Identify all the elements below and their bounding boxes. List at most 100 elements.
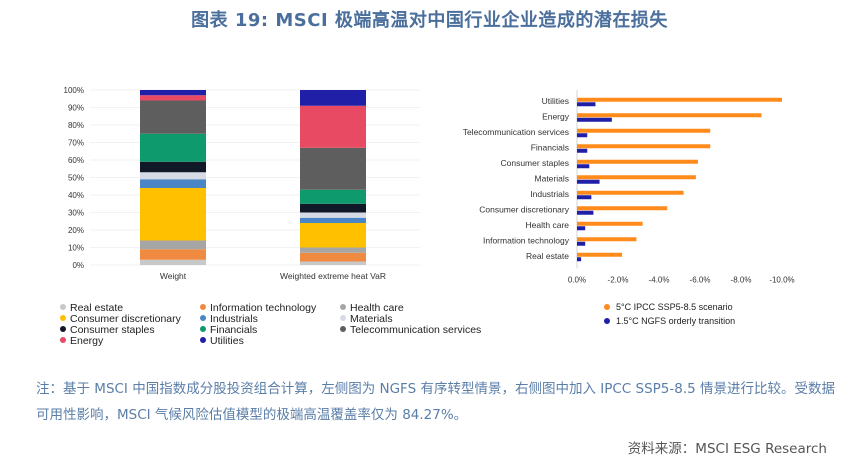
x-category-label: Weighted extreme heat VaR	[280, 271, 386, 281]
bar-segment	[300, 203, 366, 213]
legend-item: Industrials	[200, 313, 258, 325]
bar-segment	[300, 217, 366, 223]
legend-item: Health care	[340, 302, 404, 314]
bar-segment	[140, 172, 206, 180]
legend-label: 1.5°C NGFS orderly transition	[616, 316, 736, 326]
bar-segment	[140, 188, 206, 241]
stacked-bar-chart: 0% 10% 20% 30% 40% 50% 60% 70% 80% 90% 100% Weight W…	[64, 86, 420, 281]
bar-ssp585	[577, 144, 711, 149]
bar-ngfs	[577, 210, 594, 215]
y-category-label: Telecommunication services	[463, 127, 569, 137]
legend-label: Financials	[210, 324, 258, 336]
legend-label: Real estate	[70, 302, 124, 314]
bar-ngfs	[577, 179, 600, 184]
bar-segment	[140, 240, 206, 250]
legend-item: Materials	[340, 313, 393, 325]
bar-segment	[140, 259, 206, 265]
x-tick-label: -2.0%	[608, 276, 629, 285]
bar-ssp585	[577, 252, 623, 257]
legend-swatch	[60, 337, 66, 344]
legend-label: Industrials	[210, 313, 258, 325]
legend-label: Consumer discretionary	[70, 313, 181, 325]
footnote: 注：基于 MSCI 中国指数成分股投资组合计算，左侧图为 NGFS 有序转型情景…	[36, 381, 836, 423]
y-category-label: Materials	[535, 173, 569, 183]
bar-ssp585	[577, 237, 637, 242]
x-tick-label: -4.0%	[649, 276, 670, 285]
legend-swatch	[604, 303, 610, 310]
y-tick-label: 10%	[68, 244, 84, 253]
y-category-label: Consumer staples	[500, 158, 569, 168]
legend-swatch	[200, 326, 206, 333]
legend-label: Consumer staples	[70, 324, 155, 336]
bar-segment	[300, 261, 366, 265]
bar-ngfs	[577, 195, 592, 200]
bar-segment	[300, 212, 366, 218]
bar-segment	[140, 133, 206, 162]
chart-title: 图表 19: MSCI 极端高温对中国行业企业造成的潜在损失	[191, 10, 668, 31]
y-category-label: Real estate	[526, 251, 569, 261]
bar-segment	[140, 95, 206, 101]
bar-ngfs	[577, 102, 596, 107]
legend-item: Real estate	[60, 302, 123, 314]
y-tick-label: 80%	[68, 121, 84, 130]
legend-item: Telecommunication services	[340, 324, 481, 336]
legend-swatch	[340, 315, 346, 322]
legend-swatch	[340, 326, 346, 333]
legend-label: Information technology	[210, 302, 317, 314]
legend-swatch	[200, 304, 206, 311]
legend-swatch	[604, 317, 610, 324]
bar-segment	[300, 105, 366, 148]
bar-segment	[300, 223, 366, 248]
y-category-label: Energy	[542, 111, 570, 121]
y-category-label: Health care	[526, 220, 570, 230]
bar-ngfs	[577, 164, 590, 169]
bar-segment	[140, 179, 206, 188]
y-category-label: Industrials	[530, 189, 569, 199]
bar-ssp585	[577, 206, 668, 211]
legend-swatch	[340, 304, 346, 311]
bar-ngfs	[577, 148, 588, 153]
y-category-label: Consumer discretionary	[479, 204, 570, 214]
bar-ssp585	[577, 190, 684, 195]
legend-item: Financials	[200, 324, 257, 336]
y-tick-label: 70%	[68, 139, 84, 148]
bar-ngfs	[577, 257, 582, 262]
legend-label: Health care	[350, 302, 404, 314]
bar-ssp585	[577, 128, 711, 133]
legend-swatch	[200, 337, 206, 344]
bar-ssp585	[577, 175, 696, 180]
legend-swatch	[60, 315, 66, 322]
bar-segment	[300, 147, 366, 190]
legend-label: 5°C IPCC SSP5-8.5 scenario	[616, 302, 733, 312]
bar-segment	[140, 90, 206, 96]
bar-segment	[300, 252, 366, 262]
bar-segment	[300, 189, 366, 204]
bar-ngfs	[577, 241, 586, 246]
bar-segment	[300, 247, 366, 253]
source-line: 资料来源：MSCI ESG Research	[627, 441, 827, 457]
bar-segment	[300, 90, 366, 106]
legend-item: Energy	[60, 335, 103, 347]
horizontal-bar-chart: Utilities Energy Telecommunication service…	[463, 90, 795, 285]
legend-swatch	[60, 326, 66, 333]
bar-ssp585	[577, 113, 762, 118]
x-category-label: Weight	[160, 271, 187, 281]
legend-swatch	[200, 315, 206, 322]
y-category-label: Utilities	[542, 96, 569, 106]
legend-label: Utilities	[210, 335, 244, 347]
bar-segment	[140, 249, 206, 260]
bar-ngfs	[577, 117, 612, 122]
bar-ssp585	[577, 97, 782, 102]
legend-swatch	[60, 304, 66, 311]
legend-item: 1.5°C NGFS orderly transition	[604, 314, 735, 328]
scenario-legend: 5°C IPCC SSP5-8.5 scenario 1.5°C NGFS ord…	[604, 300, 735, 328]
bar-ngfs	[577, 226, 586, 231]
y-tick-label: 60%	[68, 156, 84, 165]
legend-item: Information technology	[200, 302, 316, 314]
legend-label: Energy	[70, 335, 104, 347]
legend-item: Consumer staples	[60, 324, 155, 336]
x-tick-label: -8.0%	[731, 276, 752, 285]
legend-item: Consumer discretionary	[60, 313, 181, 325]
bar-ssp585	[577, 221, 643, 226]
bar-ssp585	[577, 159, 698, 164]
